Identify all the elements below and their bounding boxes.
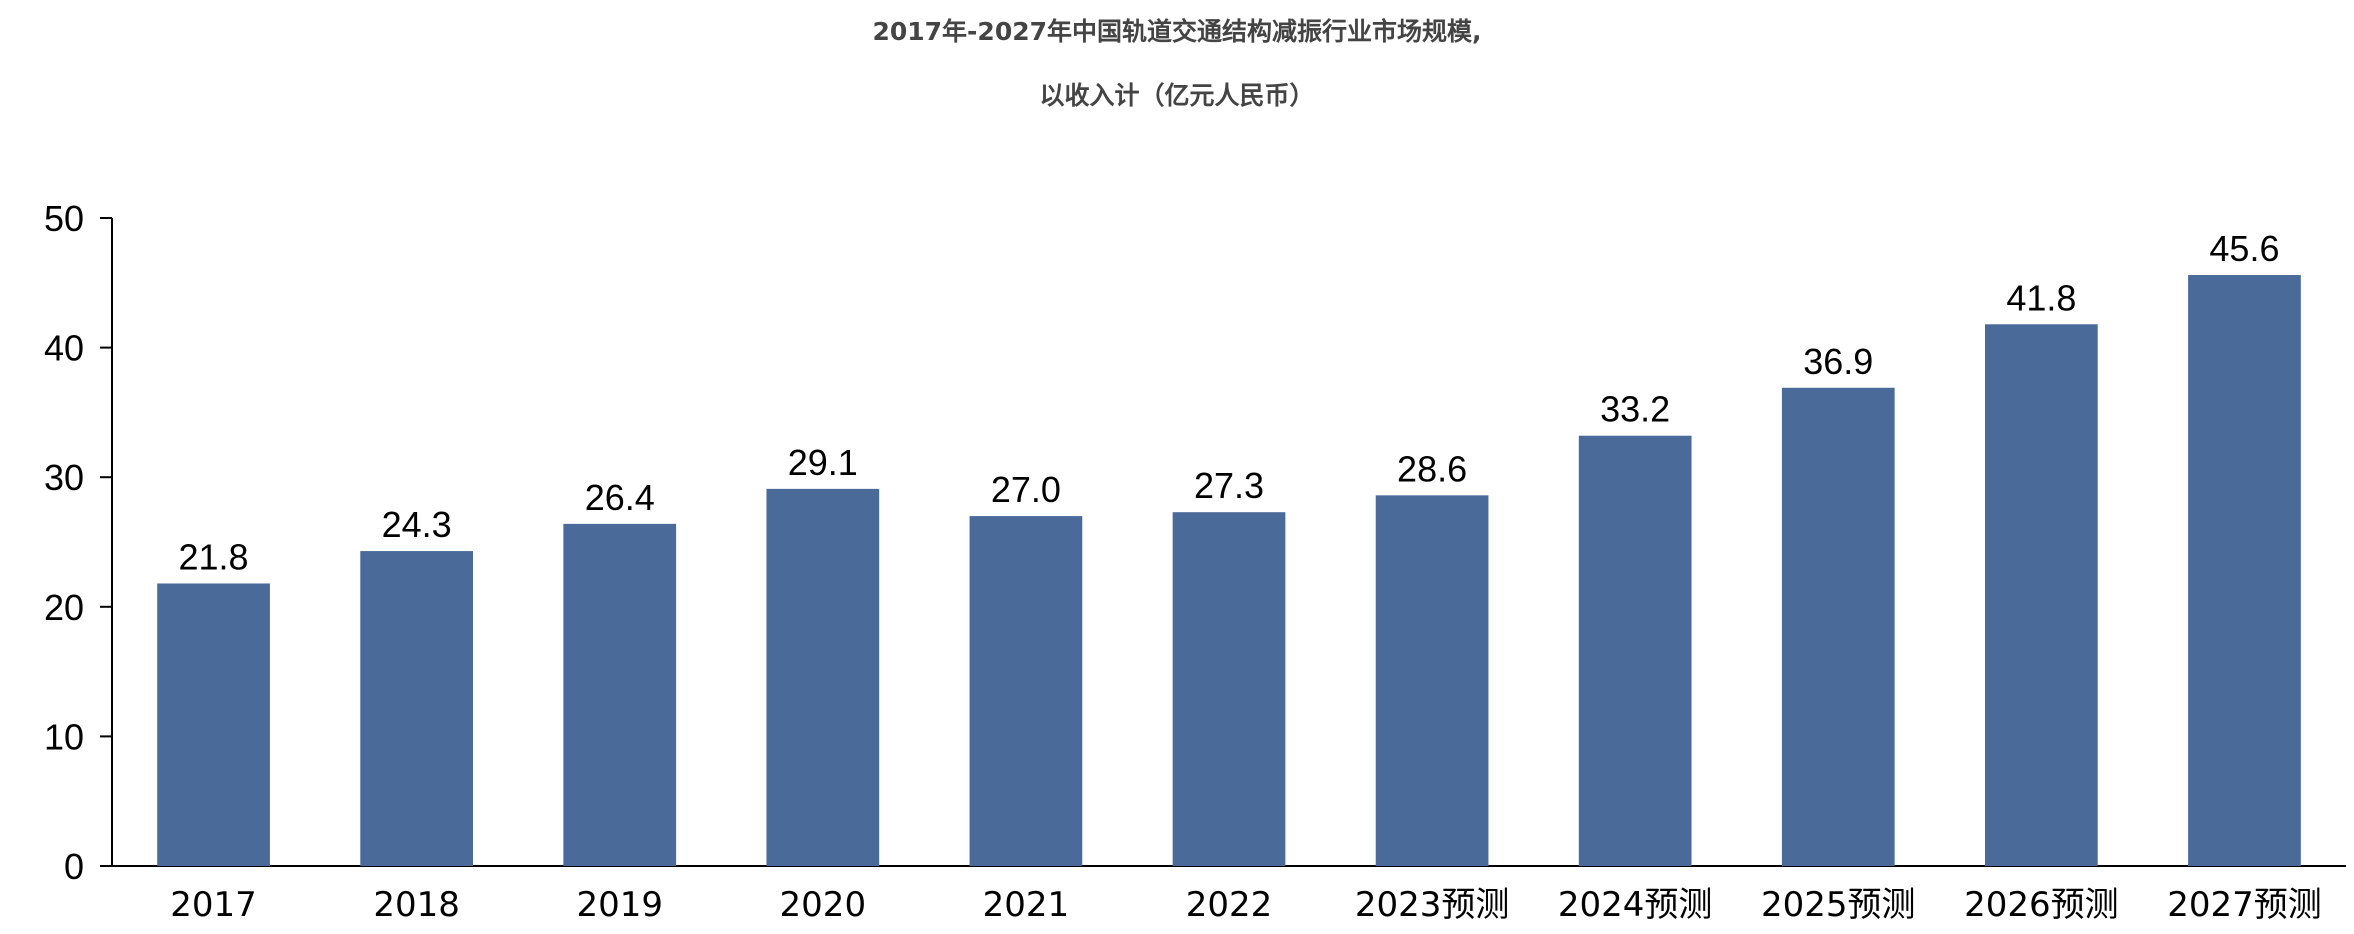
x-tick-label-2024预测: 2024预测 [1558,885,1713,925]
data-labels: 21.8 24.3 26.4 29.1 27.0 27.3 28.6 33.2 36.9 41.8… [179,228,2280,577]
x-tick-label-2022: 2022 [1186,885,1273,925]
bar-2020 [766,488,880,866]
x-tick-label-2018: 2018 [373,885,460,925]
x-tick-label-2020: 2020 [780,885,867,925]
data-label-2020: 29.1 [788,442,858,483]
data-label-2021: 27.0 [991,469,1061,510]
x-tick-label-2023预测: 2023预测 [1355,885,1510,925]
data-label-2019: 26.4 [585,477,655,518]
bar-2024预测 [1578,435,1692,866]
data-label-2024预测: 33.2 [1600,389,1670,430]
y-axis: 0 10 20 30 40 50 [44,198,113,887]
bar-2027预测 [2188,275,2301,866]
x-tick-label-2025预测: 2025预测 [1761,885,1916,925]
y-tick-label: 20 [44,587,84,628]
x-tick-label-2026预测: 2026预测 [1964,885,2119,925]
bar-2022 [1172,512,1286,866]
y-tick-label: 30 [44,457,84,498]
bars [157,275,2301,867]
data-label-2022: 27.3 [1194,465,1264,506]
data-label-2025预测: 36.9 [1803,341,1873,382]
bar-2023预测 [1375,495,1489,866]
bar-2017 [157,583,270,866]
bar-2021 [969,516,1083,866]
x-tick-label-2017: 2017 [170,885,257,925]
y-tick-label: 10 [44,716,84,757]
bar-2025预测 [1781,387,1895,866]
data-label-2017: 21.8 [179,536,249,577]
chart-title-line-1: 2017年-2027年中国轨道交通结构减振行业市场规模, [872,17,1482,46]
x-tick-label-2021: 2021 [983,885,1070,925]
y-tick-label: 40 [44,328,84,369]
x-tick-label-2019: 2019 [576,885,663,925]
x-tick-label-2027预测: 2027预测 [2167,885,2322,925]
bar-2018 [360,551,473,866]
y-tick-label: 0 [64,846,84,887]
data-label-2026预测: 41.8 [2006,277,2076,318]
chart-title-line-2: 以收入计（亿元人民币） [1039,81,1315,110]
y-tick-label: 50 [44,198,84,239]
data-label-2023预测: 28.6 [1397,448,1467,489]
bar-2019 [563,523,677,866]
data-label-2018: 24.3 [382,504,452,545]
x-axis: 2017 2018 2019 2020 2021 2022 2023预测 2024预测 2025… [112,865,2346,925]
data-label-2027预测: 45.6 [2209,228,2279,269]
bar-2026预测 [1985,324,2098,867]
